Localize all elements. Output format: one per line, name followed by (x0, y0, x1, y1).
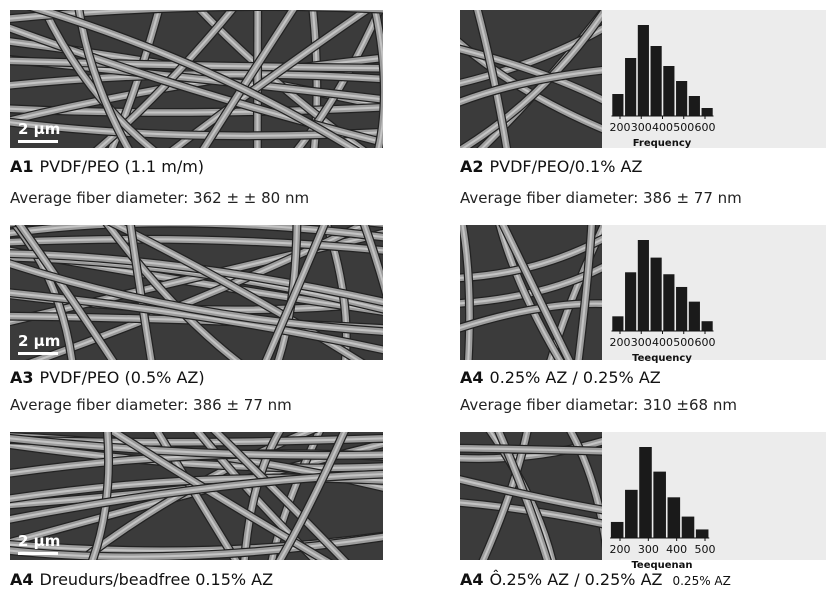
x-tick-label: 600 (695, 336, 716, 349)
histogram-bar (612, 94, 623, 116)
fiber-shadow (0, 213, 403, 225)
sem-image (440, 412, 622, 580)
panel-title-text: Dreudurs/beadfree 0.15% AZ (40, 570, 274, 589)
panel-label: A4 (10, 570, 34, 589)
panel-label: A4 (460, 570, 484, 589)
panel-title: A3 PVDF/PEO (0.5% AZ) (10, 368, 205, 387)
histogram-bar (625, 490, 638, 538)
scale-bar (18, 140, 58, 143)
figure: 2 µm A1 PVDF/PEO (1.1 m/m) Average fiber di… (0, 0, 826, 601)
histogram-bar (676, 81, 687, 116)
panel-note: 0.25% AZ (672, 574, 730, 588)
histogram-bar (612, 316, 623, 331)
x-tick-label: 400 (666, 543, 687, 556)
x-tick-label: 200 (610, 121, 631, 134)
panel-title: A4 Ô.25% AZ / 0.25% AZ 0.25% AZ (460, 570, 731, 589)
histogram-bar (611, 522, 624, 538)
histogram-bar (638, 25, 649, 116)
sem-image (0, 412, 403, 580)
histogram-bar (651, 46, 662, 116)
x-tick-label: 400 (652, 121, 673, 134)
histogram-bar (663, 66, 674, 116)
panel-caption: Average fiber diameter: 386 ± 77 nm (460, 189, 742, 207)
panel-label: A2 (460, 157, 484, 176)
x-tick-label: 500 (695, 543, 716, 556)
panel-title-text: 0.25% AZ / 0.25% AZ (490, 368, 661, 387)
histogram-bar (625, 58, 636, 116)
x-tick-label: 300 (631, 121, 652, 134)
histogram-bar (689, 302, 700, 331)
panel-title: A2 PVDF/PEO/0.1% AZ (460, 157, 642, 176)
histogram-bar (676, 287, 687, 331)
panel-title: A4 0.25% AZ / 0.25% AZ (460, 368, 661, 387)
x-tick-label: 200 (610, 336, 631, 349)
x-tick-label: 400 (652, 336, 673, 349)
scale-bar-label: 2 µm (18, 532, 60, 550)
histogram-bar (702, 108, 713, 116)
histogram-bar (639, 447, 652, 538)
panel-title: A1 PVDF/PEO (1.1 m/m) (10, 157, 204, 176)
x-axis-label: Frequency (633, 138, 692, 149)
x-axis-label: Teequency (632, 353, 692, 364)
panel-title-text: PVDF/PEO (1.1 m/m) (40, 157, 205, 176)
panel-caption: Average fiber diameter: 362 ± ± 80 nm (10, 189, 309, 207)
x-tick-label: 300 (631, 336, 652, 349)
histogram-bar (702, 321, 713, 331)
histogram-bar (668, 497, 681, 538)
histogram-bar (689, 96, 700, 116)
sem-image (440, 205, 622, 380)
histogram-bar (625, 272, 636, 331)
scale-bar-label: 2 µm (18, 120, 60, 138)
scale-bar (18, 352, 58, 355)
panel-caption: Average fiber diametar: 310 ±68 nm (460, 396, 737, 414)
fiber (0, 213, 403, 225)
panel-label: A1 (10, 157, 34, 176)
x-tick-label: 300 (638, 543, 659, 556)
panel-title-text: Ô.25% AZ / 0.25% AZ (490, 570, 663, 589)
x-tick-label: 500 (673, 336, 694, 349)
sem-image (0, 205, 406, 380)
panel-title-text: PVDF/PEO/0.1% AZ (490, 157, 643, 176)
panel-title-text: PVDF/PEO (0.5% AZ) (40, 368, 205, 387)
histogram-bar (696, 529, 709, 538)
fiber-highlight (0, 213, 403, 225)
histogram-bar (638, 240, 649, 331)
panel-caption: Average fiber diameter: 386 ± 77 nm (10, 396, 292, 414)
panel-label: A4 (460, 368, 484, 387)
scale-bar-label: 2 µm (18, 332, 60, 350)
x-tick-label: 200 (610, 543, 631, 556)
x-tick-label: 600 (695, 121, 716, 134)
histogram-bar (651, 258, 662, 331)
histogram-bar (682, 517, 695, 538)
histogram-bar (653, 472, 666, 538)
panel-label: A3 (10, 368, 34, 387)
panel-title: A4 Dreudurs/beadfree 0.15% AZ (10, 570, 273, 589)
histogram-bar (663, 274, 674, 331)
scale-bar (18, 552, 58, 555)
sem-image (0, 0, 403, 168)
x-tick-label: 500 (673, 121, 694, 134)
